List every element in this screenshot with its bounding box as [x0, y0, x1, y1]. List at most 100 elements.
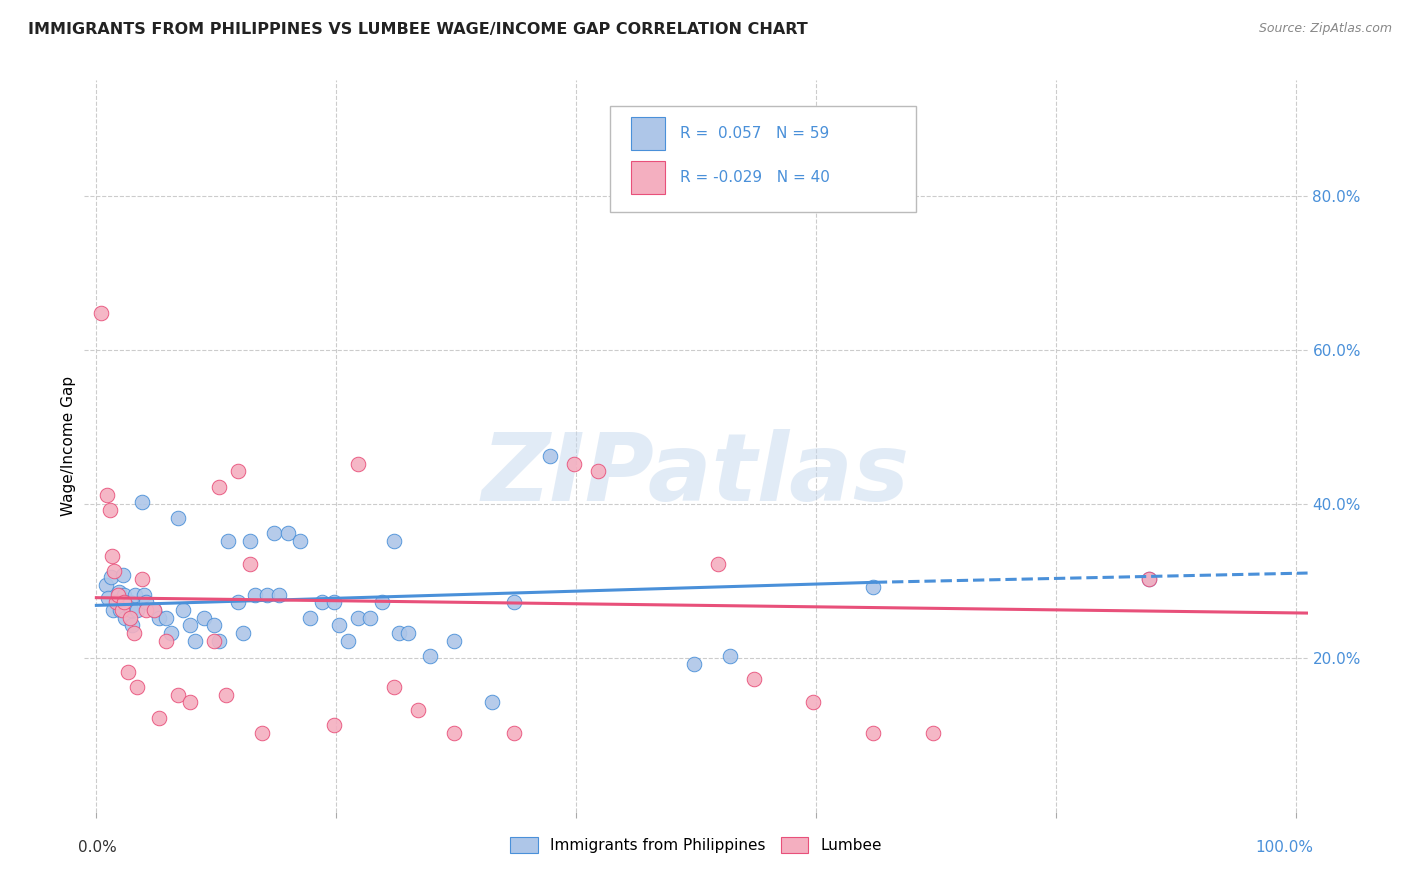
Point [387, 626, 409, 640]
Point [110, 603, 132, 617]
Point [311, 595, 333, 609]
Point [298, 610, 321, 624]
Point [142, 603, 165, 617]
Point [111, 567, 134, 582]
Point [183, 633, 205, 648]
Point [922, 726, 945, 740]
Point [202, 618, 225, 632]
Point [502, 726, 524, 740]
Point [562, 457, 585, 471]
FancyBboxPatch shape [631, 161, 665, 194]
Point [256, 588, 278, 602]
Point [172, 603, 194, 617]
Point [122, 626, 145, 640]
Point [290, 533, 312, 548]
Point [742, 673, 765, 687]
Point [96, 487, 118, 501]
Point [208, 633, 231, 648]
Point [124, 588, 146, 602]
Point [159, 626, 181, 640]
Point [538, 449, 561, 463]
Point [322, 595, 344, 609]
Point [127, 603, 149, 617]
Point [103, 565, 125, 579]
Text: R = -0.029   N = 40: R = -0.029 N = 40 [681, 170, 830, 185]
Point [167, 688, 190, 702]
Point [443, 726, 465, 740]
Point [371, 595, 394, 609]
Text: R =  0.057   N = 59: R = 0.057 N = 59 [681, 126, 830, 141]
Point [328, 618, 350, 632]
Point [1137, 572, 1160, 586]
Point [148, 711, 170, 725]
Point [239, 557, 262, 571]
Point [110, 603, 132, 617]
Point [101, 603, 124, 617]
Point [586, 464, 609, 478]
Text: 0.0%: 0.0% [79, 840, 117, 855]
Point [232, 626, 254, 640]
Point [263, 526, 285, 541]
Point [215, 688, 238, 702]
Point [135, 595, 157, 609]
Point [131, 572, 153, 586]
Point [202, 633, 225, 648]
Text: Source: ZipAtlas.com: Source: ZipAtlas.com [1258, 22, 1392, 36]
Point [346, 610, 368, 624]
Point [148, 610, 170, 624]
Point [112, 595, 135, 609]
Point [862, 580, 884, 594]
Point [322, 718, 344, 732]
Point [346, 457, 368, 471]
Point [443, 633, 465, 648]
Text: 100.0%: 100.0% [1256, 840, 1313, 855]
Point [107, 588, 129, 602]
Point [208, 480, 231, 494]
Point [239, 533, 262, 548]
Point [114, 610, 136, 624]
Point [718, 649, 741, 664]
Point [94, 577, 117, 591]
Point [250, 726, 273, 740]
Point [120, 603, 142, 617]
Legend: Immigrants from Philippines, Lumbee: Immigrants from Philippines, Lumbee [503, 830, 889, 859]
Point [382, 680, 405, 694]
FancyBboxPatch shape [610, 106, 917, 212]
Y-axis label: Wage/Income Gap: Wage/Income Gap [60, 376, 76, 516]
Point [100, 570, 122, 584]
Point [419, 649, 441, 664]
Point [134, 588, 156, 602]
Point [359, 610, 381, 624]
Point [117, 665, 139, 679]
Text: IMMIGRANTS FROM PHILIPPINES VS LUMBEE WAGE/INCOME GAP CORRELATION CHART: IMMIGRANTS FROM PHILIPPINES VS LUMBEE WA… [28, 22, 808, 37]
Point [118, 595, 141, 609]
Point [98, 503, 121, 517]
Point [396, 626, 419, 640]
Point [862, 726, 884, 740]
Point [179, 695, 201, 709]
Point [267, 588, 290, 602]
Point [131, 495, 153, 509]
Text: ZIPatlas: ZIPatlas [482, 429, 910, 521]
Point [337, 633, 360, 648]
Point [1137, 572, 1160, 586]
Point [193, 610, 215, 624]
Point [155, 633, 177, 648]
Point [155, 610, 177, 624]
Point [90, 306, 112, 320]
Point [142, 603, 165, 617]
Point [97, 591, 120, 605]
Point [803, 695, 825, 709]
Point [382, 533, 405, 548]
Point [118, 610, 141, 624]
Point [706, 557, 728, 571]
Point [277, 526, 299, 541]
Point [243, 588, 266, 602]
Point [179, 618, 201, 632]
Point [502, 595, 524, 609]
Point [406, 703, 429, 717]
Point [167, 510, 190, 524]
Point [104, 595, 127, 609]
Point [135, 603, 157, 617]
Point [481, 695, 503, 709]
